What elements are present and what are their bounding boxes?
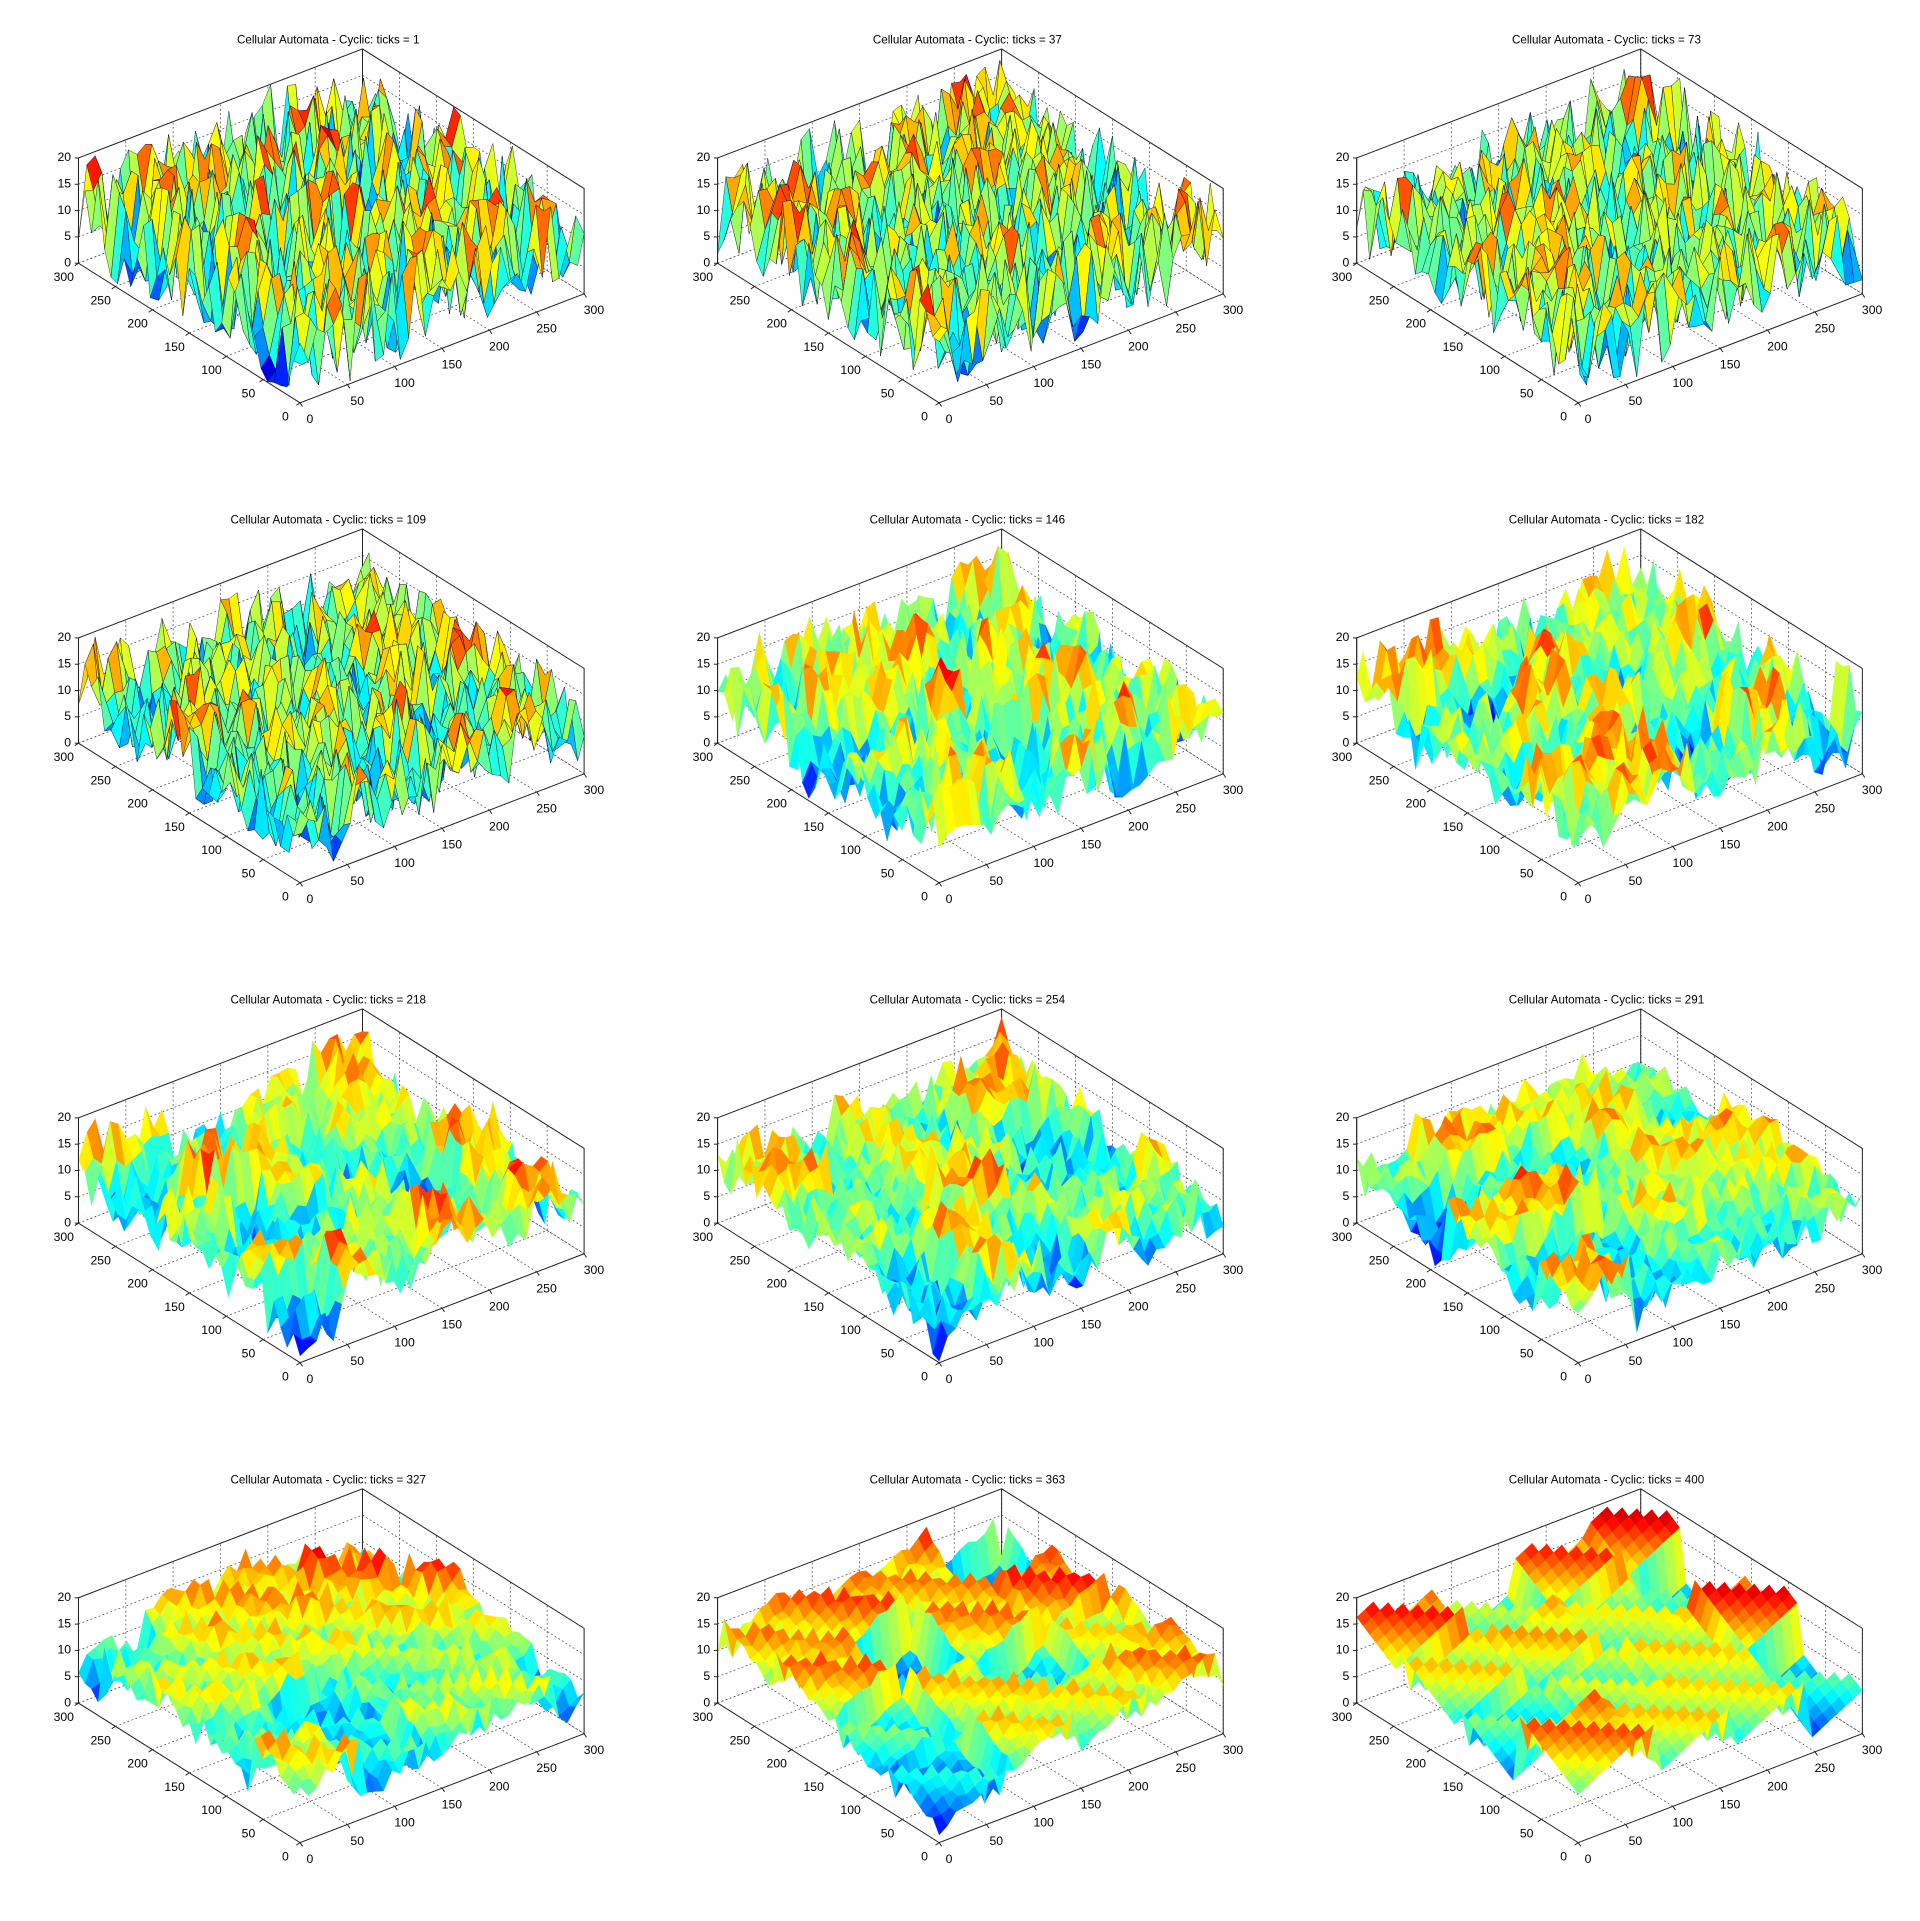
x-tick-label: 0	[946, 412, 953, 426]
y-tick-label: 50	[1520, 386, 1534, 400]
x-tick-label: 300	[584, 303, 605, 317]
z-tick-label: 5	[64, 229, 71, 243]
x-tick-label: 300	[1223, 303, 1244, 317]
y-tick-label: 100	[201, 843, 222, 857]
y-tick-label: 150	[164, 340, 185, 354]
x-tick-label: 250	[1815, 321, 1836, 335]
x-tick-label: 100	[394, 856, 415, 870]
x-tick-label: 200	[489, 340, 510, 354]
x-tick-label: 200	[489, 819, 510, 833]
x-tick-label: 100	[394, 376, 415, 390]
y-tick-label: 300	[693, 270, 714, 284]
z-tick-label: 10	[1336, 203, 1350, 217]
x-tick-label: 200	[1767, 340, 1788, 354]
y-tick-label: 250	[730, 293, 751, 307]
x-tick-label: 250	[1175, 321, 1196, 335]
y-tick-label: 200	[127, 797, 148, 811]
chart-title: Cellular Automata - Cyclic: ticks = 1	[237, 33, 420, 46]
x-tick-label: 150	[442, 358, 463, 372]
y-tick-label: 0	[921, 410, 928, 424]
y-tick-label: 0	[282, 410, 289, 424]
z-tick-label: 15	[58, 176, 72, 190]
y-tick-label: 100	[1480, 363, 1501, 377]
y-tick-label: 100	[840, 363, 861, 377]
surface	[78, 78, 585, 388]
z-tick-label: 10	[697, 203, 711, 217]
y-tick-label: 200	[127, 317, 148, 331]
y-tick-label: 100	[201, 363, 222, 377]
z-tick-label: 20	[58, 150, 72, 164]
z-tick-label: 5	[703, 229, 710, 243]
x-tick-label: 0	[1585, 412, 1592, 426]
y-tick-label: 50	[881, 386, 895, 400]
y-tick-label: 50	[242, 866, 256, 880]
y-tick-label: 0	[282, 890, 289, 904]
x-tick-label: 300	[1862, 303, 1883, 317]
y-tick-label: 250	[1369, 293, 1390, 307]
x-tick-label: 300	[584, 783, 605, 797]
chart-title: Cellular Automata - Cyclic: ticks = 73	[1512, 33, 1701, 46]
z-tick-label: 15	[1336, 176, 1350, 190]
z-tick-label: 15	[697, 176, 711, 190]
y-tick-label: 150	[803, 340, 824, 354]
z-tick-label: 0	[64, 255, 71, 269]
x-tick-label: 0	[306, 892, 313, 906]
chart-title: Cellular Automata - Cyclic: ticks = 146	[870, 513, 1065, 526]
z-tick-label: 20	[1336, 150, 1350, 164]
z-tick-label: 0	[703, 255, 710, 269]
x-tick-label: 200	[1128, 340, 1149, 354]
y-tick-label: 200	[767, 317, 788, 331]
y-tick-label: 50	[242, 386, 256, 400]
y-tick-label: 250	[91, 773, 112, 787]
y-tick-label: 250	[91, 293, 112, 307]
z-tick-label: 5	[64, 709, 71, 723]
y-tick-label: 300	[54, 270, 75, 284]
x-tick-label: 250	[536, 801, 557, 815]
x-tick-label: 100	[1673, 376, 1694, 390]
z-tick-label: 0	[64, 735, 71, 749]
z-tick-label: 20	[58, 630, 72, 644]
y-tick-label: 150	[164, 820, 185, 834]
x-tick-label: 250	[536, 321, 557, 335]
x-tick-label: 150	[1081, 358, 1102, 372]
z-tick-label: 10	[58, 683, 72, 697]
z-tick-label: 15	[58, 656, 72, 670]
chart-title: Cellular Automata - Cyclic: ticks = 109	[231, 513, 426, 526]
x-tick-label: 100	[1033, 376, 1054, 390]
x-tick-label: 50	[990, 394, 1004, 408]
z-tick-label: 0	[1343, 255, 1350, 269]
x-tick-label: 50	[350, 874, 364, 888]
z-tick-label: 20	[697, 150, 711, 164]
y-tick-label: 200	[1406, 317, 1427, 331]
y-tick-label: 0	[1560, 410, 1567, 424]
y-tick-label: 300	[1332, 270, 1353, 284]
x-tick-label: 50	[1629, 394, 1643, 408]
x-tick-label: 150	[1720, 358, 1741, 372]
y-tick-label: 150	[1443, 340, 1464, 354]
z-tick-label: 10	[58, 203, 72, 217]
y-grid-line	[115, 72, 400, 287]
y-tick-label: 300	[54, 750, 75, 764]
x-tick-label: 0	[306, 412, 313, 426]
x-tick-label: 150	[442, 838, 463, 852]
x-tick-label: 50	[350, 394, 364, 408]
z-tick-label: 5	[1343, 229, 1350, 243]
chart-title: Cellular Automata - Cyclic: ticks = 37	[873, 33, 1062, 46]
subplot: Cellular Automata - Cyclic: ticks = 1050…	[54, 33, 605, 426]
